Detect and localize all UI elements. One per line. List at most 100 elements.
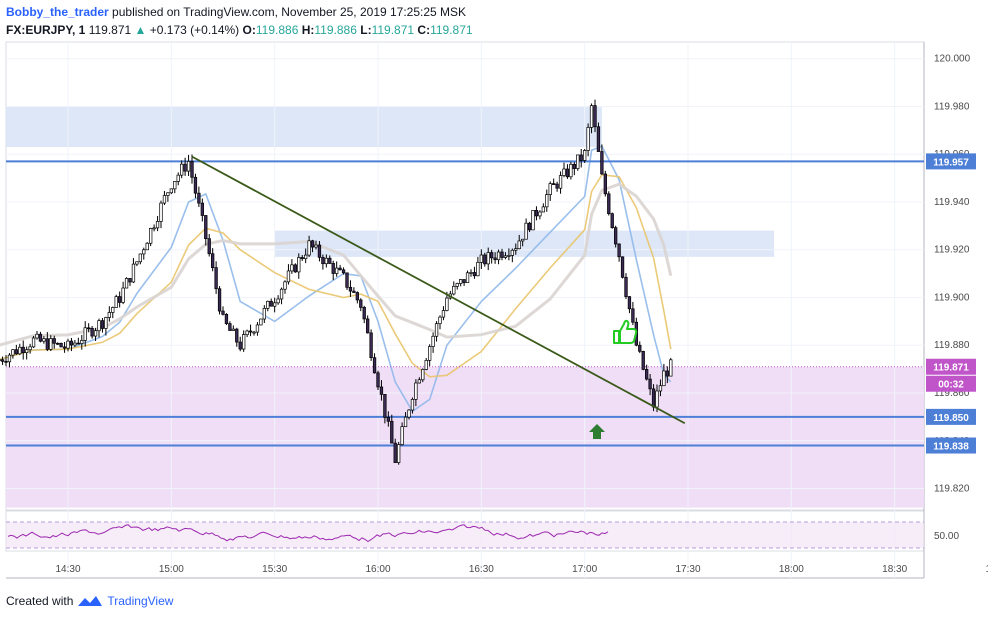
x-tick-label: 15:30: [262, 564, 287, 575]
candle-body: [324, 257, 328, 265]
candle-body: [297, 257, 301, 273]
candle-body: [211, 253, 215, 268]
candle-body: [183, 163, 187, 172]
candle-body: [638, 344, 642, 352]
zones-layer: [6, 106, 924, 508]
price-tag-1: [926, 358, 976, 375]
candle-body: [645, 369, 649, 380]
candle-body: [479, 254, 483, 263]
x-tick-label: 16:30: [469, 564, 494, 575]
candle-body: [45, 338, 49, 350]
candle-body: [18, 346, 22, 355]
candle-body: [176, 174, 180, 182]
candle-body: [317, 244, 322, 258]
candle-body: [658, 385, 663, 392]
candle-body: [245, 330, 249, 335]
candle-body: [118, 296, 122, 303]
candle-body: [366, 318, 370, 334]
candle-body: [214, 267, 218, 290]
y-tick-label: 119.940: [934, 197, 970, 208]
author-name[interactable]: Bobby_the_trader: [6, 5, 109, 19]
y-tick-label: 119.820: [934, 484, 970, 495]
candle-body: [359, 299, 363, 308]
candle-body: [262, 308, 266, 320]
candle-body: [669, 359, 673, 377]
x-tick-label: 18:00: [779, 564, 804, 575]
candle-body: [459, 279, 463, 284]
rsi-level-label: 50.00: [934, 531, 959, 542]
candle-body: [572, 163, 576, 169]
candle-body: [610, 213, 614, 228]
candle-body: [128, 278, 132, 283]
footer: Created with TradingView: [6, 594, 173, 608]
candle-body: [283, 281, 287, 290]
candle-body: [355, 292, 359, 301]
candle-body: [207, 238, 211, 255]
candle-body: [493, 257, 497, 261]
rsi-line: [7, 524, 609, 543]
candle-body: [631, 308, 635, 323]
candle-body: [0, 359, 5, 362]
candle-body: [596, 126, 601, 152]
y-tick-label: 120.000: [934, 54, 971, 65]
candle-body: [180, 163, 184, 176]
close-value: 119.871: [430, 23, 473, 37]
candle-body: [107, 312, 111, 318]
candle-body: [583, 150, 587, 161]
candles-layer: [0, 99, 673, 465]
candle-body: [627, 296, 632, 310]
candle-body: [83, 327, 87, 341]
candle-body: [66, 340, 70, 349]
candle-body: [104, 317, 108, 329]
price-tag-2: [926, 375, 976, 392]
candle-body: [414, 382, 418, 400]
symbol-name: FX:EURJPY, 1: [6, 23, 86, 37]
price-axis[interactable]: 120.000119.980119.960119.940119.920119.9…: [934, 54, 971, 495]
candle-body: [603, 173, 607, 195]
candle-body: [441, 310, 446, 318]
candle-body: [558, 175, 563, 189]
candle-body: [193, 176, 198, 194]
time-axis[interactable]: 14:30 15:00 15:30 16:00 16:30 17:00 17:30 18:00…: [55, 564, 988, 575]
up-arrow-icon: ▲: [134, 23, 147, 37]
up-arrow-marker-icon: [589, 424, 605, 439]
x-tick-label: 18:30: [882, 564, 907, 575]
candle-body: [403, 416, 408, 428]
candle-body: [486, 252, 490, 265]
price-tag-label: 119.850: [933, 413, 969, 424]
candle-body: [524, 222, 528, 240]
candle-body: [641, 350, 645, 370]
candle-body: [617, 243, 621, 258]
candle-body: [266, 300, 270, 309]
y-tick-label: 119.860: [934, 388, 970, 399]
candle-body: [565, 168, 570, 178]
y-tick-label: 119.980: [934, 101, 970, 112]
candle-body: [80, 340, 84, 344]
candle-body: [614, 227, 618, 245]
candle-body: [517, 240, 521, 250]
candle-body: [14, 349, 18, 355]
candle-body: [424, 359, 428, 370]
candle-body: [362, 307, 366, 320]
candle-body: [69, 340, 74, 346]
candle-body: [331, 263, 335, 274]
price-chart[interactable]: 50.00 120.000119.980119.960119.940119.92…: [0, 0, 988, 590]
candle-body: [28, 346, 32, 351]
candle-body: [407, 409, 411, 418]
candle-body: [655, 390, 659, 408]
tradingview-brand[interactable]: TradingView: [107, 594, 174, 608]
candle-body: [310, 240, 315, 248]
tradingview-logo-icon: [78, 596, 103, 606]
candle-body: [383, 394, 387, 418]
candle-body: [279, 288, 284, 300]
candle-body: [390, 420, 394, 444]
trendline: [191, 155, 686, 425]
candle-body: [345, 272, 349, 288]
candle-body: [469, 272, 473, 274]
candle-body: [173, 181, 177, 190]
candle-body: [238, 341, 242, 350]
candle-body: [38, 333, 43, 342]
candle-body: [417, 379, 421, 384]
candle-body: [521, 238, 525, 242]
symbol-line: FX:EURJPY, 1 119.871 ▲ +0.173 (+0.14%) O…: [6, 23, 473, 37]
